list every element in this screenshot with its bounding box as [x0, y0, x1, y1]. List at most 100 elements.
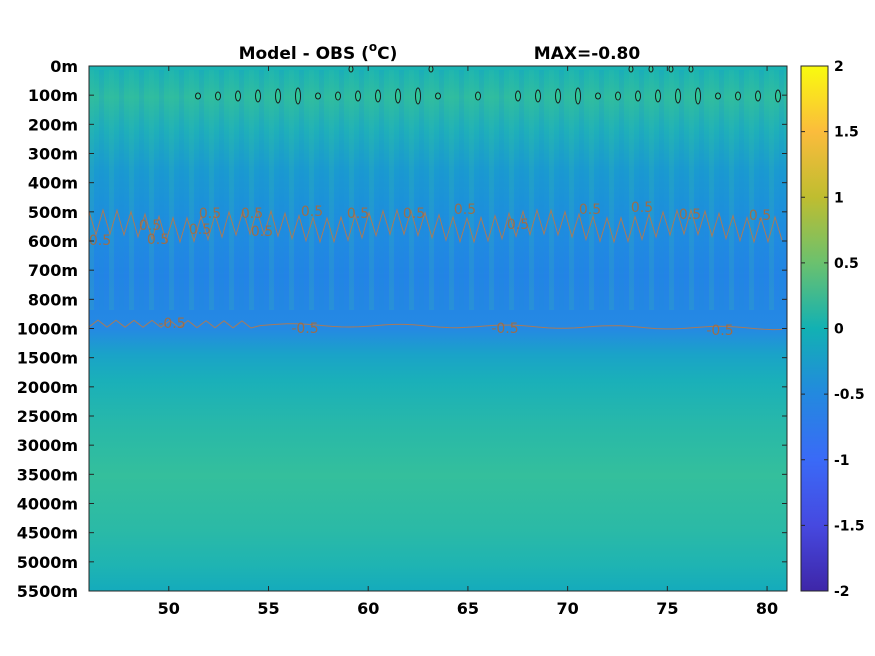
heatmap-stripes — [89, 70, 784, 310]
contour-loop — [475, 91, 481, 101]
texture-stripe — [309, 70, 314, 310]
y-tick-label: 500m — [28, 203, 78, 222]
texture-stripe — [89, 70, 94, 310]
texture-stripe — [589, 70, 594, 310]
texture-stripe — [119, 70, 124, 310]
contour-value-label: -0.5 — [706, 323, 733, 339]
chart-title: Model - OBS (oC) — [239, 40, 398, 64]
x-tick-label: 65 — [457, 599, 479, 618]
y-tick-label: 400m — [28, 174, 78, 193]
texture-stripe — [239, 70, 244, 310]
texture-stripe — [319, 70, 324, 310]
texture-stripe — [769, 70, 774, 310]
contour-value-label: 0.5 — [507, 217, 529, 233]
contour-value-label: 0.5 — [579, 202, 601, 218]
contour-loop — [555, 88, 561, 104]
contour-loop — [775, 89, 781, 103]
y-tick-label: 2500m — [17, 407, 78, 426]
texture-stripe — [699, 70, 704, 310]
texture-stripe — [519, 70, 524, 310]
texture-stripe — [499, 70, 504, 310]
texture-stripe — [779, 70, 784, 310]
heatmap-plot: 0.50.50.50.50.5 0.50.50.5 0.5 0.5 0.50.50.5 0… — [88, 65, 788, 592]
contour-value-label: 0.5 — [139, 218, 161, 234]
texture-stripe — [469, 70, 474, 310]
y-tick-label: 100m — [28, 86, 78, 105]
y-tick-label: 3500m — [17, 465, 78, 484]
texture-stripe — [249, 70, 254, 310]
texture-stripe — [99, 70, 104, 310]
y-tick-label: 2000m — [17, 378, 78, 397]
colorbar-ticks: 2 1.5 1 0.5 0 -0.5 -1 -1.5 -2 — [801, 59, 865, 600]
y-tick-label: 700m — [28, 261, 78, 280]
texture-stripe — [159, 70, 164, 310]
texture-stripe — [259, 70, 264, 310]
colorbar-tick-label: 2 — [834, 59, 844, 75]
contour-value-label: 0.5 — [679, 207, 701, 223]
texture-stripe — [619, 70, 624, 310]
texture-stripe — [709, 70, 714, 310]
texture-stripe — [459, 70, 464, 310]
texture-stripe — [679, 70, 684, 310]
x-tick-label: 55 — [257, 599, 279, 618]
y-tick-label: 600m — [28, 232, 78, 251]
texture-stripe — [689, 70, 694, 310]
contour-loop — [715, 92, 721, 100]
contour-loop-surface — [628, 65, 634, 73]
texture-stripe — [369, 70, 374, 310]
contour-value-label: 0.5 — [89, 233, 111, 249]
contour-loop — [755, 90, 761, 102]
x-tick-label: 75 — [656, 599, 678, 618]
texture-stripe — [219, 70, 224, 310]
texture-stripe — [659, 70, 664, 310]
texture-stripe — [129, 70, 134, 310]
texture-stripe — [549, 70, 554, 310]
x-axis: 50 55 60 65 70 75 80 — [158, 66, 778, 618]
colorbar-tick-label: -0.5 — [834, 387, 865, 403]
texture-stripe — [299, 70, 304, 310]
texture-stripe — [189, 70, 194, 310]
colorbar-tick-label: 0 — [834, 322, 844, 338]
texture-stripe — [139, 70, 144, 310]
texture-stripe — [539, 70, 544, 310]
contour-loop-surface — [348, 65, 354, 73]
y-tick-label: 5500m — [17, 582, 78, 601]
contour-lines: 0.50.50.50.50.5 0.50.50.5 0.5 0.5 0.50.50.5 0… — [88, 65, 783, 339]
contour-line-upper — [88, 208, 783, 252]
texture-stripe — [339, 70, 344, 310]
texture-stripe — [639, 70, 644, 310]
contour-value-label: 0.5 — [301, 204, 323, 220]
texture-stripe — [279, 70, 284, 310]
texture-stripe — [609, 70, 614, 310]
colorbar-tick-label: 0.5 — [834, 256, 859, 272]
texture-stripe — [509, 70, 514, 310]
contour-loop — [435, 92, 441, 100]
texture-stripe — [419, 70, 424, 310]
contour-loop-surface — [688, 65, 694, 73]
texture-stripe — [599, 70, 604, 310]
contour-loop — [735, 91, 741, 101]
contour-loop — [235, 90, 241, 102]
y-tick-label: 200m — [28, 115, 78, 134]
contour-loop-surface — [648, 65, 654, 73]
contour-value-label: 0.5 — [189, 222, 211, 238]
texture-stripe — [389, 70, 394, 310]
texture-stripe — [379, 70, 384, 310]
y-tick-label: 4000m — [17, 495, 78, 514]
y-tick-label: 5000m — [17, 553, 78, 572]
texture-stripe — [429, 70, 434, 310]
texture-stripe — [209, 70, 214, 310]
texture-stripe — [109, 70, 114, 310]
contour-loop — [195, 92, 201, 100]
y-axis: 0m 100m 200m 300m 400m 500m 600m 700m 800m 1000m 1… — [17, 57, 787, 601]
contour-value-label: -0.5 — [491, 321, 518, 337]
texture-stripe — [489, 70, 494, 310]
texture-stripe — [649, 70, 654, 310]
contour-value-label: 0.5 — [347, 206, 369, 222]
contour-value-label: -0.5 — [291, 321, 318, 337]
colorbar-tick-label: -2 — [834, 584, 850, 600]
contour-value-label: 0.5 — [199, 206, 221, 222]
contour-value-label: -0.5 — [158, 316, 185, 332]
contour-loop — [695, 87, 701, 105]
